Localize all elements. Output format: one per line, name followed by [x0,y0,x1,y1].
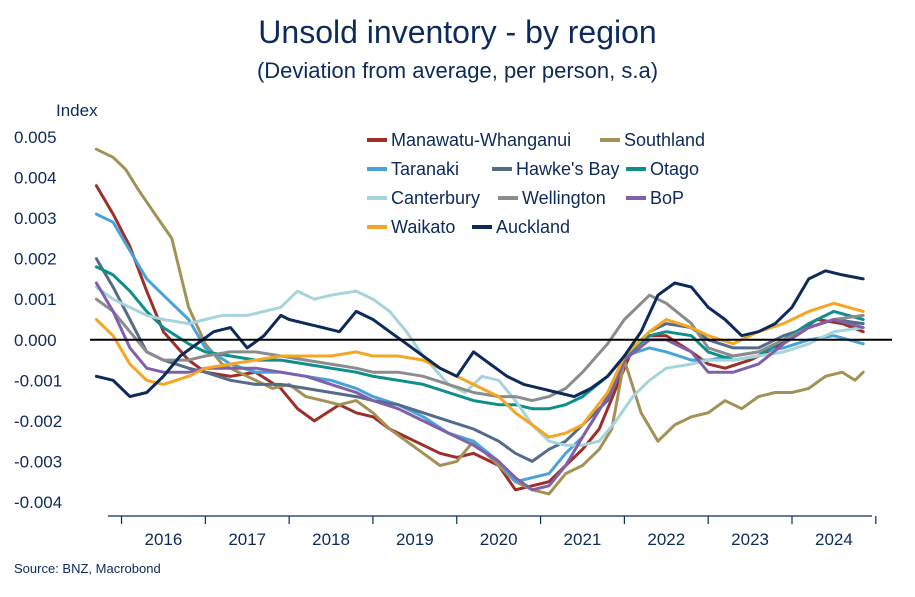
y-tick-label: 0.005 [14,128,57,147]
legend-label: Wellington [522,188,606,208]
y-tick-label: 0.003 [14,209,57,228]
series-line-hawke-s-bay [94,257,865,463]
series-line-wellington [94,293,865,403]
legend-label: Southland [624,130,705,150]
y-tick-label: -0.004 [14,493,62,512]
series-line-otago [94,265,865,411]
y-tick-label: -0.003 [14,452,62,471]
series-line-canterbury [94,285,865,447]
x-tick-label: 2017 [228,530,266,549]
series-line-auckland [94,269,865,399]
x-tick-label: 2023 [731,530,769,549]
y-tick-label: -0.001 [14,371,62,390]
legend: Manawatu-Whanganui Southland Taranaki Hawke… [367,130,705,237]
legend-label: BoP [650,188,684,208]
y-axis-label: Index [56,101,98,120]
legend-label: Manawatu-Whanganui [391,130,571,150]
legend-label: Waikato [391,217,455,237]
chart-subtitle: (Deviation from average, per person, s.a… [256,58,659,83]
x-tick-label: 2021 [564,530,602,549]
legend-label: Taranaki [391,159,459,179]
y-tick-label: 0.000 [14,331,57,350]
x-axis: 2016 2017 2018 2019 2020 2021 2022 2023 2024 [108,515,877,549]
x-tick-label: 2024 [815,530,853,549]
legend-label: Canterbury [391,188,480,208]
series-lines [94,147,865,496]
y-tick-label: 0.002 [14,250,57,269]
legend-label: Otago [650,159,699,179]
y-tick-label: -0.002 [14,412,62,431]
chart-title: Unsold inventory - by region [258,14,657,50]
legend-label: Auckland [496,217,570,237]
legend-label: Hawke's Bay [516,159,619,179]
y-tick-label: 0.001 [14,290,57,309]
y-tick-labels: 0.005 0.004 0.003 0.002 0.001 0.000 -0.001 -0.0… [14,128,62,512]
x-tick-label: 2022 [647,530,685,549]
x-tick-label: 2019 [396,530,434,549]
series-line-manawatu-whanganui [94,184,865,492]
y-tick-label: 0.004 [14,169,57,188]
series-line-waikato [94,301,865,439]
x-tick-label: 2016 [145,530,183,549]
series-line-southland [94,147,865,496]
x-tick-label: 2018 [312,530,350,549]
x-tick-label: 2020 [480,530,518,549]
source-note: Source: BNZ, Macrobond [14,561,161,576]
